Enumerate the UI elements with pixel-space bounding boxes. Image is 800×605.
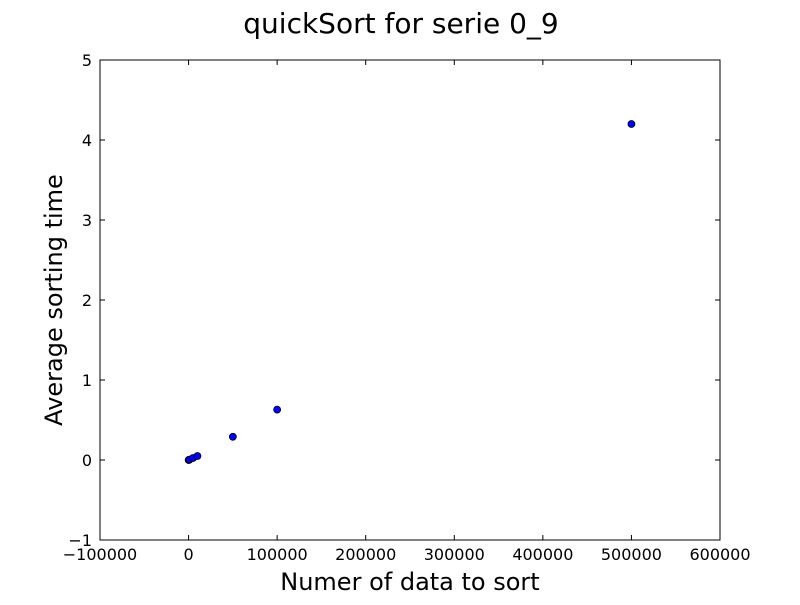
data-points [184, 120, 636, 464]
x-tick-label: 300000 [424, 545, 485, 564]
x-axis-label: Numer of data to sort [280, 568, 539, 596]
y-tick-label: 4 [82, 131, 92, 150]
x-tick-label: 0 [183, 545, 193, 564]
y-tick-label: 1 [82, 371, 92, 390]
data-point [273, 405, 282, 414]
x-tick-label: 500000 [601, 545, 662, 564]
plot-frame [99, 59, 721, 541]
x-tick-label: −100000 [63, 545, 137, 564]
y-tick-label: 5 [82, 51, 92, 70]
chart-title: quickSort for serie 0_9 [243, 7, 558, 40]
y-tick-label: −1 [68, 531, 92, 550]
data-point [627, 120, 636, 128]
y-tick-label: 2 [82, 291, 92, 310]
x-tick-label: 100000 [247, 545, 308, 564]
y-tick-label: 0 [82, 451, 92, 470]
x-tick-label: 400000 [512, 545, 573, 564]
x-tick-label: 200000 [335, 545, 396, 564]
data-point [193, 452, 202, 460]
data-point [228, 432, 237, 441]
axis-ticks: −100000 0 100000 200000 300000 400000 500000 60… [63, 51, 751, 564]
y-axis-label: Average sorting time [40, 174, 68, 426]
x-tick-label: 600000 [689, 545, 750, 564]
y-tick-label: 3 [82, 211, 92, 230]
